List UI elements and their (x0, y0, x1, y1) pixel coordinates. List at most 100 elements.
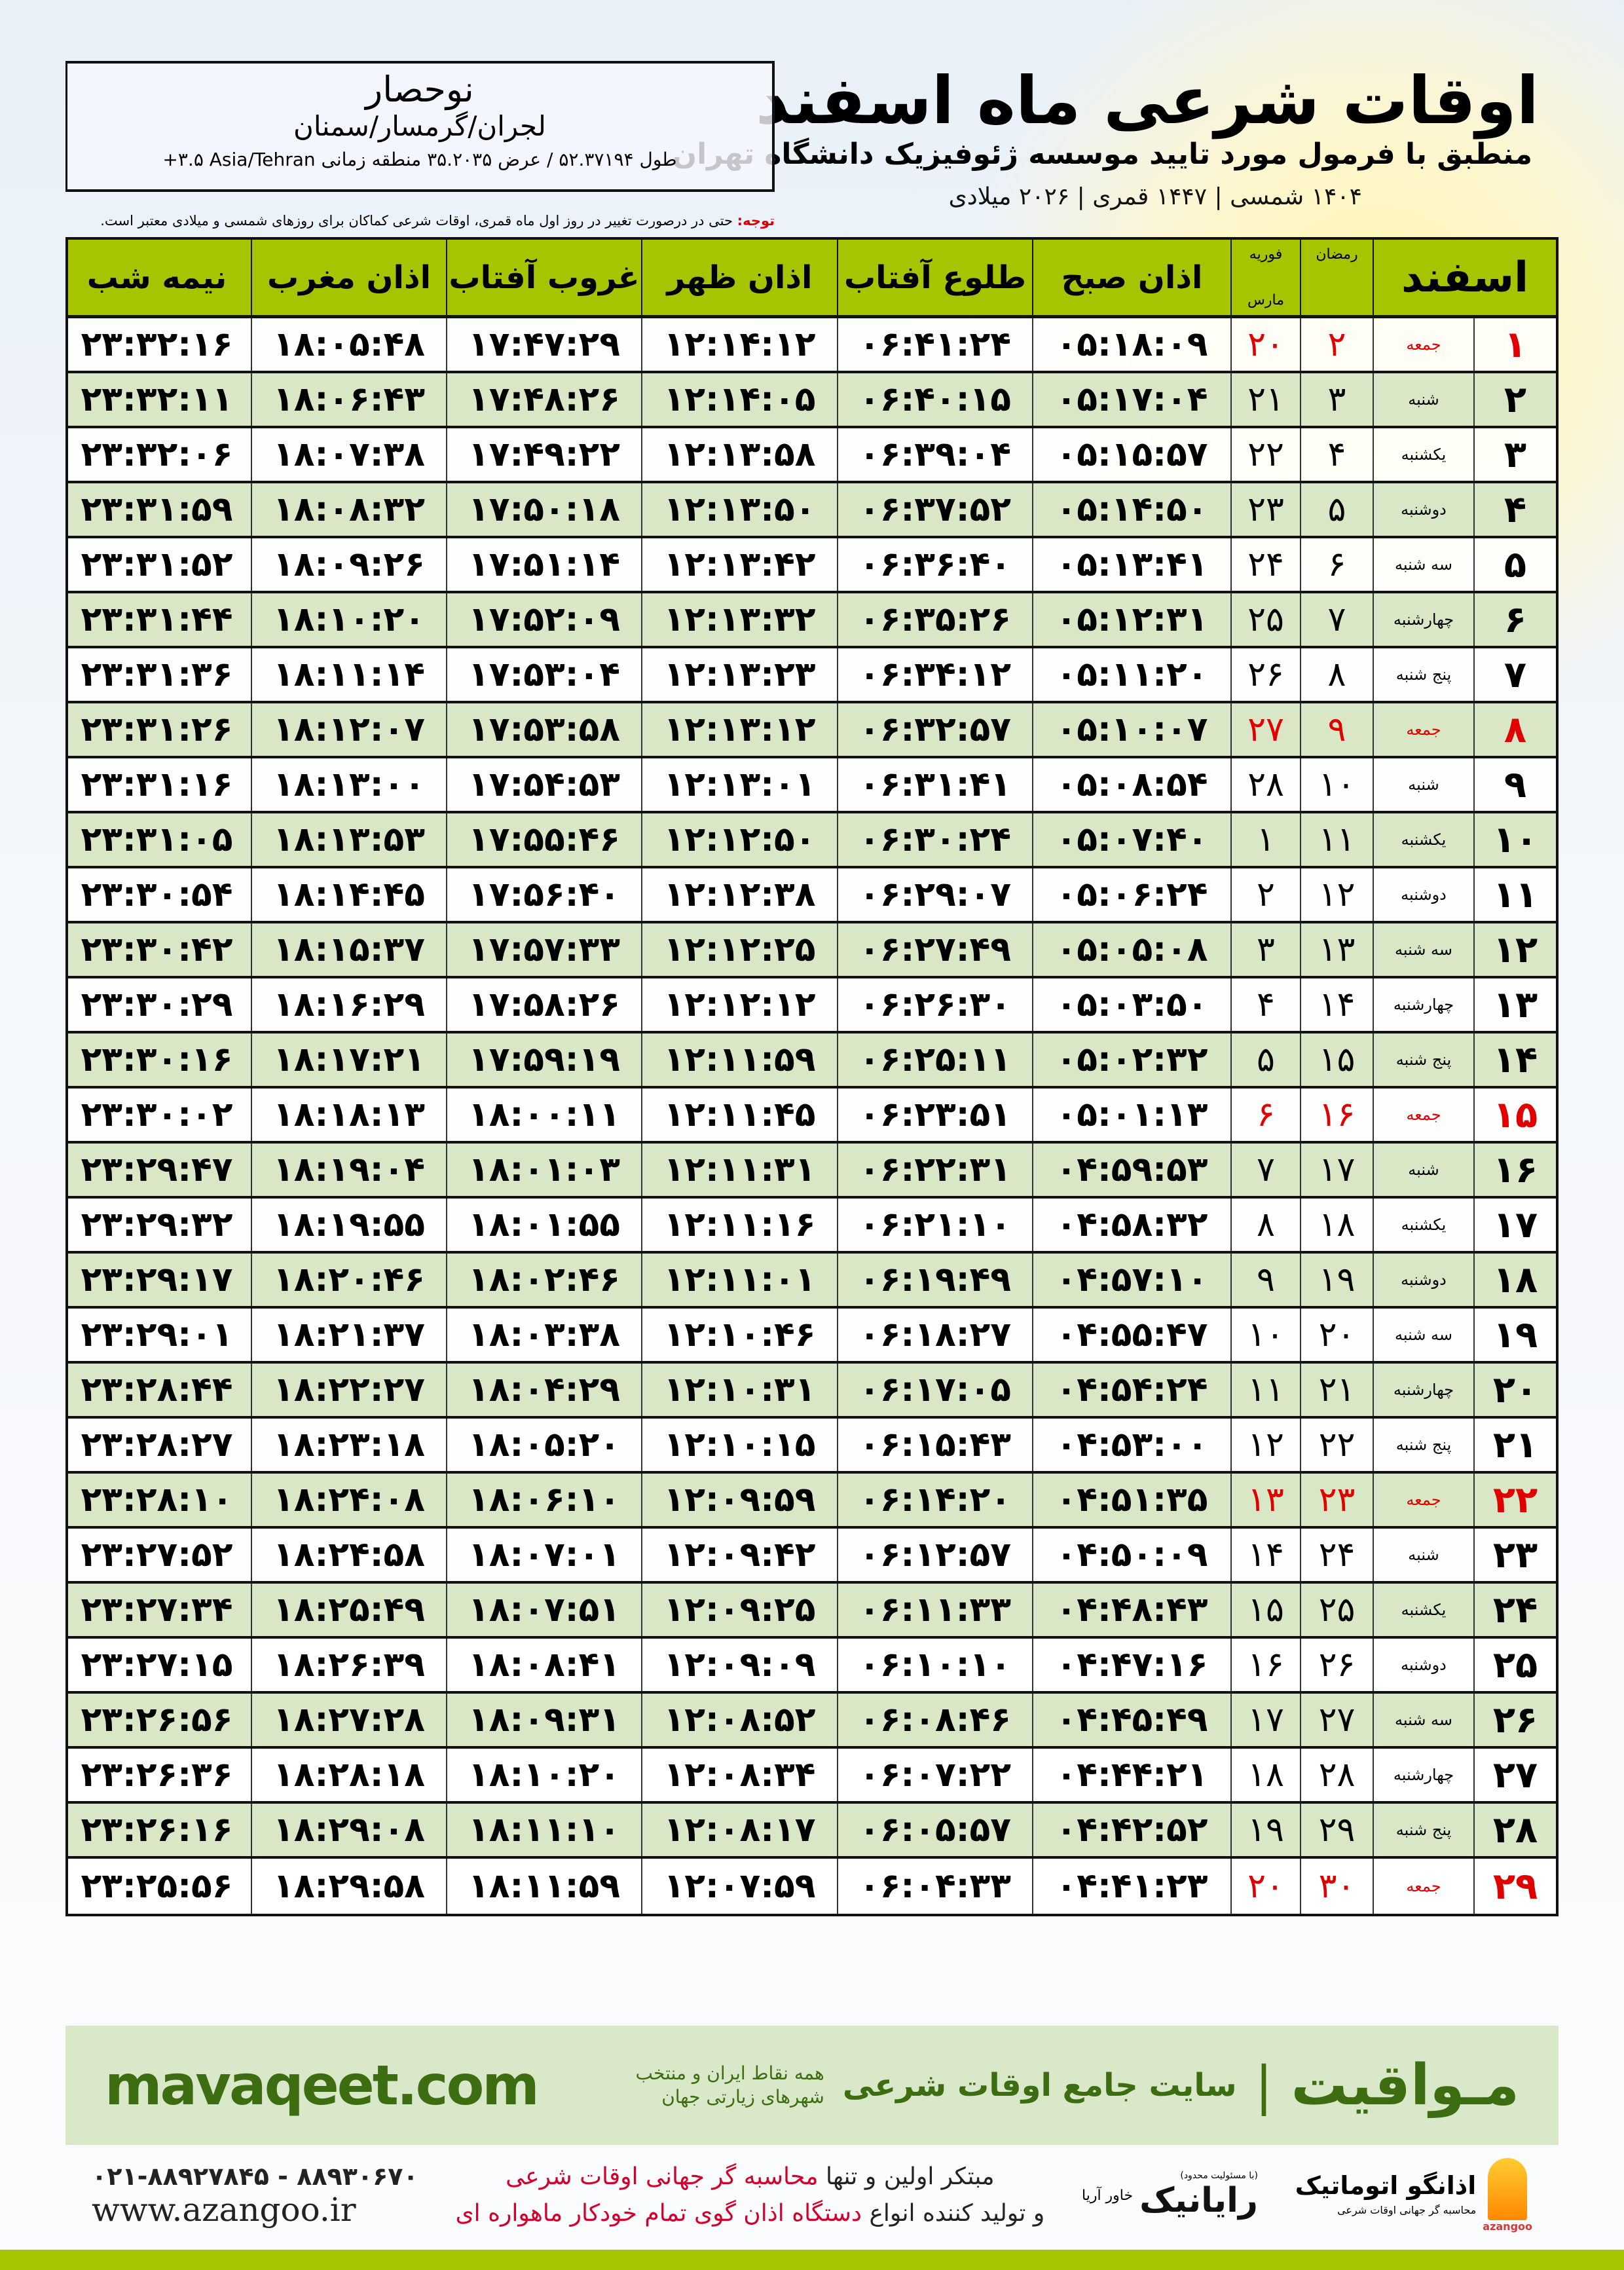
ramadan-day: ۵ (1300, 483, 1373, 536)
weekday: دوشنبه (1373, 868, 1473, 921)
gregorian-day: ۵ (1230, 1033, 1300, 1086)
sunset-time: ۱۸:۰۹:۳۱ (446, 1694, 641, 1746)
weekday: پنج شنبه (1373, 1419, 1473, 1471)
sunset-time: ۱۷:۵۳:۰۴ (446, 648, 641, 701)
azangoo-name: اذانگو اتوماتیک (1295, 2171, 1477, 2200)
day-number: ۱۰ (1473, 813, 1556, 866)
gregorian-day: ۲۸ (1230, 758, 1300, 811)
gregorian-day: ۱۰ (1230, 1309, 1300, 1361)
gregorian-day: ۷ (1230, 1144, 1300, 1196)
rayanic-sub: خاور آریا (1082, 2187, 1134, 2204)
sunrise-time: ۰۶:۲۶:۳۰ (837, 978, 1032, 1031)
table-row: ۲۳ شنبه ۲۴ ۱۴ ۰۴:۵۰:۰۹ ۰۶:۱۲:۵۷ ۱۲:۰۹:۴۲ ۱۸:۰۷:… (68, 1529, 1556, 1584)
dhuhr-time: ۱۲:۱۰:۳۱ (641, 1364, 837, 1416)
day-number: ۲۷ (1473, 1749, 1556, 1801)
maghrib-time: ۱۸:۲۷:۲۸ (251, 1694, 446, 1746)
gregorian-day: ۱۲ (1230, 1419, 1300, 1471)
day-number: ۲۱ (1473, 1419, 1556, 1471)
table-row: ۸ جمعه ۹ ۲۷ ۰۵:۱۰:۰۷ ۰۶:۳۲:۵۷ ۱۲:۱۳:۱۲ ۱۷:۵۳:۵۸… (68, 703, 1556, 758)
dhuhr-time: ۱۲:۰۸:۵۲ (641, 1694, 837, 1746)
gregorian-day: ۱۳ (1230, 1474, 1300, 1526)
table-row: ۲۵ دوشنبه ۲۶ ۱۶ ۰۴:۴۷:۱۶ ۰۶:۱۰:۱۰ ۱۲:۰۹:۰۹ ۱۸:۰… (68, 1639, 1556, 1694)
dhuhr-time: ۱۲:۱۳:۴۲ (641, 538, 837, 591)
gregorian-day: ۱۷ (1230, 1694, 1300, 1746)
azangoo-website[interactable]: www.azangoo.ir (92, 2191, 356, 2229)
mavaqeet-url[interactable]: mavaqeet.com (105, 2053, 540, 2117)
weekday: سه شنبه (1373, 923, 1473, 976)
sunset-time: ۱۷:۵۴:۵۳ (446, 758, 641, 811)
table-row: ۱۰ یکشنبه ۱۱ ۱ ۰۵:۰۷:۴۰ ۰۶:۳۰:۲۴ ۱۲:۱۲:۵۰ ۱۷:۵۵… (68, 813, 1556, 868)
ramadan-day: ۲۰ (1300, 1309, 1373, 1361)
dhuhr-time: ۱۲:۱۳:۵۰ (641, 483, 837, 536)
sunset-time: ۱۸:۰۷:۰۱ (446, 1529, 641, 1581)
day-number: ۱۳ (1473, 978, 1556, 1031)
phone-numbers: ۰۲۱-۸۸۹۲۷۸۴۵ - ۸۸۹۳۰۶۷۰ (92, 2162, 418, 2191)
table-row: ۱۱ دوشنبه ۱۲ ۲ ۰۵:۰۶:۲۴ ۰۶:۲۹:۰۷ ۱۲:۱۲:۳۸ ۱۷:۵۶… (68, 868, 1556, 923)
weekday: سه شنبه (1373, 538, 1473, 591)
midnight-time: ۲۳:۲۵:۵۶ (81, 1867, 233, 1906)
fajr-time: ۰۵:۰۳:۵۰ (1032, 978, 1230, 1031)
maghrib-time: ۱۸:۱۴:۴۵ (251, 868, 446, 921)
sunset-time: ۱۷:۵۹:۱۹ (446, 1033, 641, 1086)
mavaqeet-logo: مـواقیت (1291, 2053, 1520, 2118)
midnight-time: ۲۳:۲۶:۵۶ (81, 1700, 233, 1740)
fajr-time: ۰۴:۴۸:۴۳ (1032, 1584, 1230, 1636)
sunrise-time: ۰۶:۲۱:۱۰ (837, 1199, 1032, 1251)
midnight-time: ۲۳:۳۰:۱۶ (81, 1040, 233, 1079)
ramadan-day: ۱۸ (1300, 1199, 1373, 1251)
dhuhr-time: ۱۲:۱۰:۱۵ (641, 1419, 837, 1471)
dhuhr-time: ۱۲:۰۹:۴۲ (641, 1529, 837, 1581)
sunrise-time: ۰۶:۰۷:۲۲ (837, 1749, 1032, 1801)
ramadan-day: ۲۵ (1300, 1584, 1373, 1636)
promo-text: مبتکر اولین و تنها محاسبه گر جهانی اوقات… (455, 2159, 1044, 2232)
fajr-time: ۰۵:۰۶:۲۴ (1032, 868, 1230, 921)
sunrise-time: ۰۶:۳۷:۵۲ (837, 483, 1032, 536)
fajr-time: ۰۴:۴۷:۱۶ (1032, 1639, 1230, 1691)
fajr-time: ۰۴:۵۳:۰۰ (1032, 1419, 1230, 1471)
sunset-time: ۱۷:۴۹:۲۲ (446, 428, 641, 481)
dhuhr-time: ۱۲:۱۳:۵۸ (641, 428, 837, 481)
sunrise-time: ۰۶:۳۶:۴۰ (837, 538, 1032, 591)
sunrise-time: ۰۶:۳۴:۱۲ (837, 648, 1032, 701)
weekday: جمعه (1373, 1474, 1473, 1526)
weekday: شنبه (1373, 758, 1473, 811)
day-number: ۲۳ (1473, 1529, 1556, 1581)
day-number: ۶ (1473, 593, 1556, 646)
dhuhr-time: ۱۲:۰۷:۵۹ (641, 1859, 837, 1914)
gregorian-day: ۱ (1230, 813, 1300, 866)
gregorian-day: ۸ (1230, 1199, 1300, 1251)
table-row: ۱۸ دوشنبه ۱۹ ۹ ۰۴:۵۷:۱۰ ۰۶:۱۹:۴۹ ۱۲:۱۱:۰۱ ۱۸:۰۲… (68, 1254, 1556, 1309)
maghrib-time: ۱۸:۲۹:۵۸ (251, 1859, 446, 1914)
sunset-time: ۱۸:۰۱:۰۳ (446, 1144, 641, 1196)
dhuhr-time: ۱۲:۱۲:۲۵ (641, 923, 837, 976)
gregorian-day: ۴ (1230, 978, 1300, 1031)
ramadan-day: ۱۲ (1300, 868, 1373, 921)
maghrib-time: ۱۸:۲۴:۰۸ (251, 1474, 446, 1526)
weekday: جمعه (1373, 703, 1473, 756)
day-number: ۱۴ (1473, 1033, 1556, 1086)
page-title: اوقات شرعی ماه اسفند (755, 62, 1540, 139)
gregorian-day: ۲۴ (1230, 538, 1300, 591)
mavaqeet-banner: مـواقیت | سایت جامع اوقات شرعی همه نقاط … (65, 2026, 1559, 2145)
maghrib-time: ۱۸:۰۹:۲۶ (251, 538, 446, 591)
promo-line1: مبتکر اولین و تنها (818, 2163, 995, 2190)
header-maghrib: اذان مغرب (251, 240, 446, 315)
sunrise-time: ۰۶:۳۵:۲۶ (837, 593, 1032, 646)
table-row: ۱۲ سه شنبه ۱۳ ۳ ۰۵:۰۵:۰۸ ۰۶:۲۷:۴۹ ۱۲:۱۲:۲۵ ۱۷:۵… (68, 923, 1556, 978)
table-row: ۲۷ چهارشنبه ۲۸ ۱۸ ۰۴:۴۴:۲۱ ۰۶:۰۷:۲۲ ۱۲:۰۸:۳۴ ۱۸… (68, 1749, 1556, 1804)
header-sunset: غروب آفتاب (446, 240, 641, 315)
dhuhr-time: ۱۲:۱۴:۱۲ (641, 318, 837, 371)
header-gregorian: فوریه مارس (1230, 240, 1300, 315)
day-number: ۲۵ (1473, 1639, 1556, 1691)
table-row: ۱ جمعه ۲ ۲۰ ۰۵:۱۸:۰۹ ۰۶:۴۱:۲۴ ۱۲:۱۴:۱۲ ۱۷:۴۷:۲۹… (68, 318, 1556, 373)
maghrib-time: ۱۸:۲۳:۱۸ (251, 1419, 446, 1471)
banner-separator: | (1255, 2055, 1273, 2116)
header-sunrise: طلوع آفتاب (837, 240, 1032, 315)
sunrise-time: ۰۶:۴۱:۲۴ (837, 318, 1032, 371)
footer: azangoo اذانگو اتوماتیک محاسبه گر جهانی … (65, 2149, 1559, 2241)
table-row: ۲۲ جمعه ۲۳ ۱۳ ۰۴:۵۱:۳۵ ۰۶:۱۴:۲۰ ۱۲:۰۹:۵۹ ۱۸:۰۶:… (68, 1474, 1556, 1529)
sunrise-time: ۰۶:۱۱:۳۳ (837, 1584, 1032, 1636)
ramadan-day: ۱۳ (1300, 923, 1373, 976)
dhuhr-time: ۱۲:۱۱:۱۶ (641, 1199, 837, 1251)
maghrib-time: ۱۸:۰۵:۴۸ (251, 318, 446, 371)
